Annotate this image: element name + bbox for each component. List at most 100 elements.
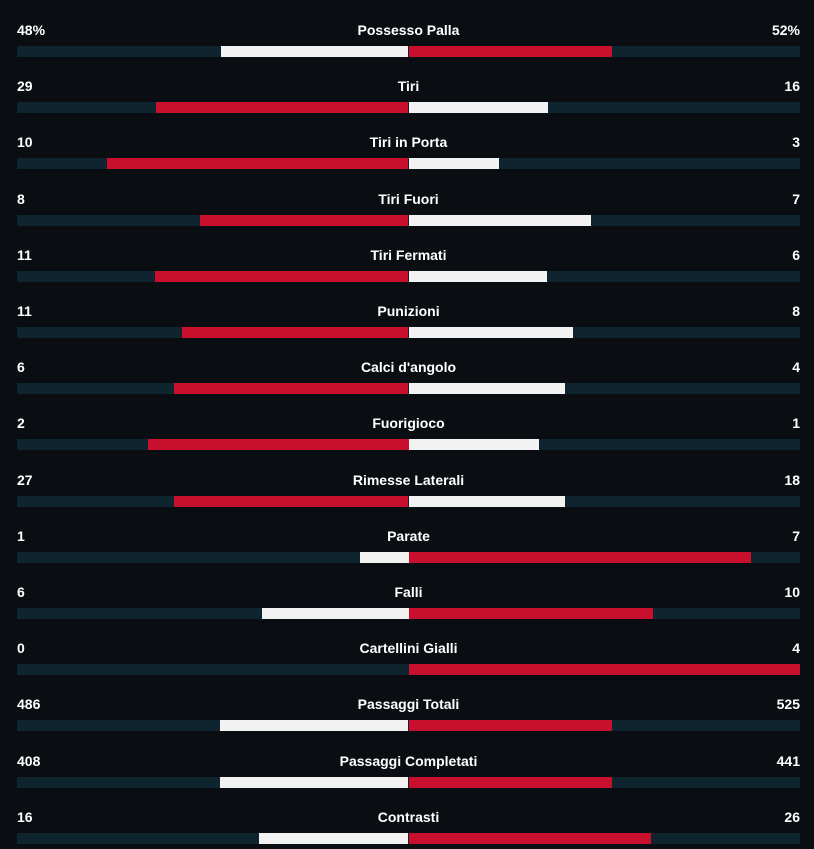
home-bar [259,833,409,844]
stat-row: Calci d'angolo 6 4 [17,357,800,397]
home-value: 48% [17,22,46,38]
away-bar [408,327,574,338]
stat-bar-track [17,271,800,282]
away-value: 8 [792,303,800,319]
away-bar [408,664,800,675]
away-bar [408,833,651,844]
stat-row: Parate 1 7 [17,526,800,566]
stat-label: Passaggi Completati [339,753,478,769]
stat-row: Tiri 29 16 [17,76,800,116]
home-value: 10 [17,134,33,150]
stat-bar-track [17,608,800,619]
home-value: 29 [17,78,33,94]
stat-header: Contrasti 16 26 [17,807,800,827]
stat-bar-track [17,327,800,338]
stat-label: Tiri in Porta [369,134,448,150]
away-bar [408,271,547,282]
away-bar [408,720,612,731]
home-bar [220,46,409,57]
stat-row: Passaggi Completati 408 441 [17,751,800,791]
stat-label: Passaggi Totali [357,696,460,712]
stat-bar-track [17,777,800,788]
stat-row: Tiri Fermati 11 6 [17,245,800,285]
stat-header: Tiri in Porta 10 3 [17,132,800,152]
stat-header: Tiri 29 16 [17,76,800,96]
away-bar [408,158,499,169]
stat-label: Cartellini Gialli [359,640,458,656]
stat-header: Punizioni 11 8 [17,301,800,321]
away-bar [408,215,592,226]
stat-header: Parate 1 7 [17,526,800,546]
stat-row: Tiri Fuori 8 7 [17,189,800,229]
stat-bar-track [17,664,800,675]
stat-bar-track [17,158,800,169]
stat-bar-track [17,552,800,563]
stat-header: Cartellini Gialli 0 4 [17,638,800,658]
stat-bar-track [17,496,800,507]
home-bar [359,552,409,563]
stat-label: Possesso Palla [357,22,460,38]
home-bar [261,608,409,619]
home-bar [173,496,409,507]
stat-row: Falli 6 10 [17,582,800,622]
home-value: 8 [17,191,25,207]
away-bar [408,608,654,619]
away-value: 16 [784,78,800,94]
stat-bar-track [17,833,800,844]
away-bar [408,46,613,57]
away-value: 1 [792,415,800,431]
stat-bar-track [17,215,800,226]
home-value: 6 [17,359,25,375]
away-value: 3 [792,134,800,150]
stat-label: Contrasti [377,809,440,825]
away-value: 4 [792,359,800,375]
stat-row: Punizioni 11 8 [17,301,800,341]
stat-label: Parate [387,528,430,544]
away-value: 441 [776,753,800,769]
home-bar [147,439,409,450]
away-value: 52% [771,22,800,38]
stat-header: Passaggi Completati 408 441 [17,751,800,771]
home-bar [199,215,409,226]
stat-label: Falli [394,584,423,600]
away-value: 4 [792,640,800,656]
stat-header: Tiri Fuori 8 7 [17,189,800,209]
away-bar [408,552,752,563]
home-bar [220,720,409,731]
away-value: 6 [792,247,800,263]
stat-header: Tiri Fermati 11 6 [17,245,800,265]
stat-row: Possesso Palla 48% 52% [17,20,800,60]
home-bar [173,383,409,394]
home-value: 11 [17,303,32,319]
home-bar [181,327,409,338]
home-value: 2 [17,415,25,431]
away-bar [408,102,548,113]
stat-row: Cartellini Gialli 0 4 [17,638,800,678]
home-value: 16 [17,809,33,825]
home-bar [155,271,409,282]
stat-label: Tiri Fermati [370,247,447,263]
stat-label: Rimesse Laterali [352,472,465,488]
stat-label: Calci d'angolo [360,359,457,375]
away-bar [408,777,612,788]
stat-row: Rimesse Laterali 27 18 [17,470,800,510]
home-value: 6 [17,584,25,600]
stat-label: Tiri [397,78,420,94]
stat-header: Falli 6 10 [17,582,800,602]
stat-label: Tiri Fuori [378,191,439,207]
stat-label: Fuorigioco [372,415,445,431]
home-value: 11 [17,247,32,263]
away-bar [408,496,566,507]
stat-row: Passaggi Totali 486 525 [17,694,800,734]
stat-bar-track [17,46,800,57]
stat-bar-track [17,383,800,394]
away-bar [408,439,539,450]
stat-header: Passaggi Totali 486 525 [17,694,800,714]
stat-row: Contrasti 16 26 [17,807,800,847]
stat-header: Rimesse Laterali 27 18 [17,470,800,490]
home-bar [107,158,409,169]
home-value: 0 [17,640,25,656]
home-bar [220,777,409,788]
stat-header: Possesso Palla 48% 52% [17,20,800,40]
